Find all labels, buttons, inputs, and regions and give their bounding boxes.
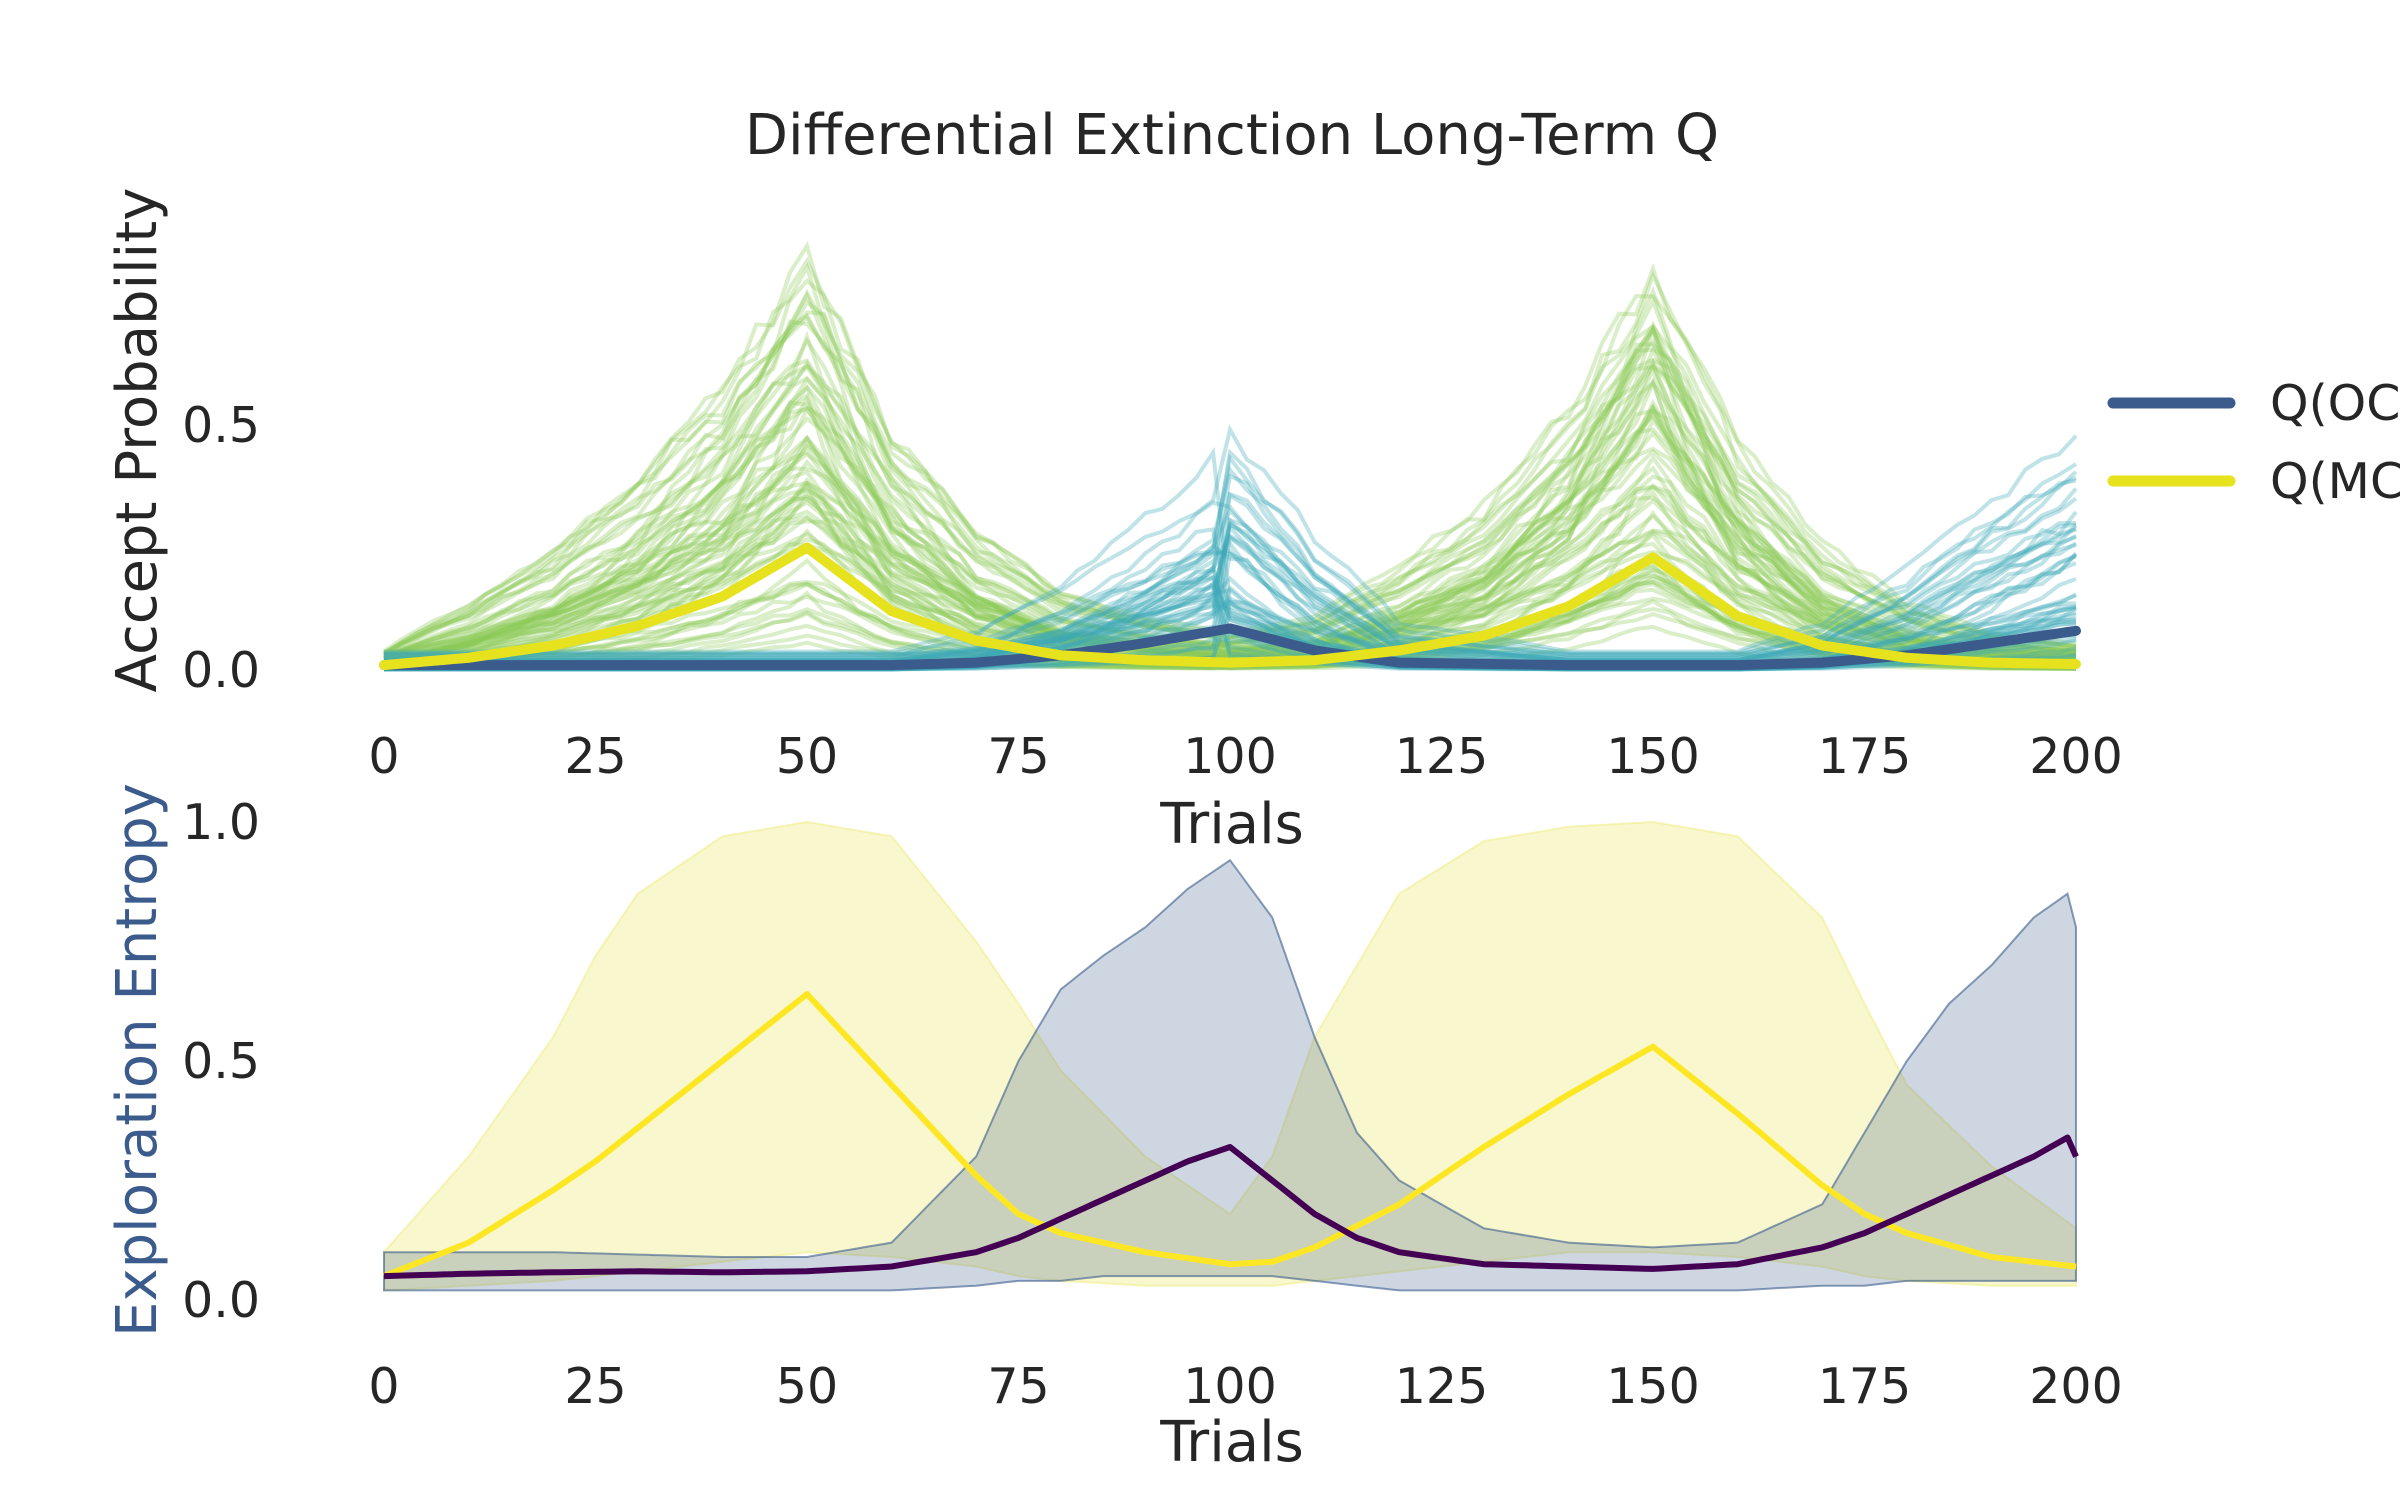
top-y-ticks: 0.0 0.5 — [182, 397, 260, 699]
bottom-y-ticks: 0.0 0.5 1.0 — [182, 794, 260, 1329]
x-tick-label: 0 — [368, 1358, 399, 1415]
chart-title: Differential Extinction Long-Term Q — [745, 103, 1719, 168]
bottom-confidence-bands — [384, 822, 2076, 1290]
x-tick-label: 75 — [987, 728, 1049, 785]
y-tick-label: 0.5 — [182, 397, 260, 454]
x-tick-label: 100 — [1183, 1358, 1277, 1415]
x-tick-label: 150 — [1606, 728, 1700, 785]
x-tick-label: 200 — [2029, 1358, 2123, 1415]
top-individual-traces — [384, 246, 2076, 670]
bottom-xlabel: Trials — [1159, 1410, 1304, 1475]
bottom-ylabel: Exploration Entropy — [105, 783, 170, 1337]
top-x-ticks: 0 25 50 75 100 125 150 175 200 — [368, 728, 2122, 785]
x-tick-label: 75 — [987, 1358, 1049, 1415]
bottom-x-ticks: 0 25 50 75 100 125 150 175 200 — [368, 1358, 2122, 1415]
top-xlabel: Trials — [1159, 792, 1304, 857]
x-tick-label: 25 — [564, 728, 626, 785]
x-tick-label: 0 — [368, 728, 399, 785]
x-tick-label: 125 — [1395, 1358, 1489, 1415]
x-tick-label: 25 — [564, 1358, 626, 1415]
legend-label-mc: Q(MC — [2270, 453, 2400, 510]
legend-label-oc: Q(OC — [2270, 375, 2400, 432]
x-tick-label: 125 — [1395, 728, 1489, 785]
y-tick-label: 0.0 — [182, 1272, 260, 1329]
y-tick-label: 0.5 — [182, 1033, 260, 1090]
x-tick-label: 50 — [776, 1358, 838, 1415]
x-tick-label: 150 — [1606, 1358, 1700, 1415]
legend: Q(OC Q(MC — [2113, 375, 2400, 510]
y-tick-label: 0.0 — [182, 642, 260, 699]
x-tick-label: 200 — [2029, 728, 2123, 785]
x-tick-label: 175 — [1818, 1358, 1912, 1415]
x-tick-label: 175 — [1818, 728, 1912, 785]
x-tick-label: 100 — [1183, 728, 1277, 785]
top-ylabel: Accept Probability — [105, 188, 170, 693]
y-tick-label: 1.0 — [182, 794, 260, 851]
x-tick-label: 50 — [776, 728, 838, 785]
